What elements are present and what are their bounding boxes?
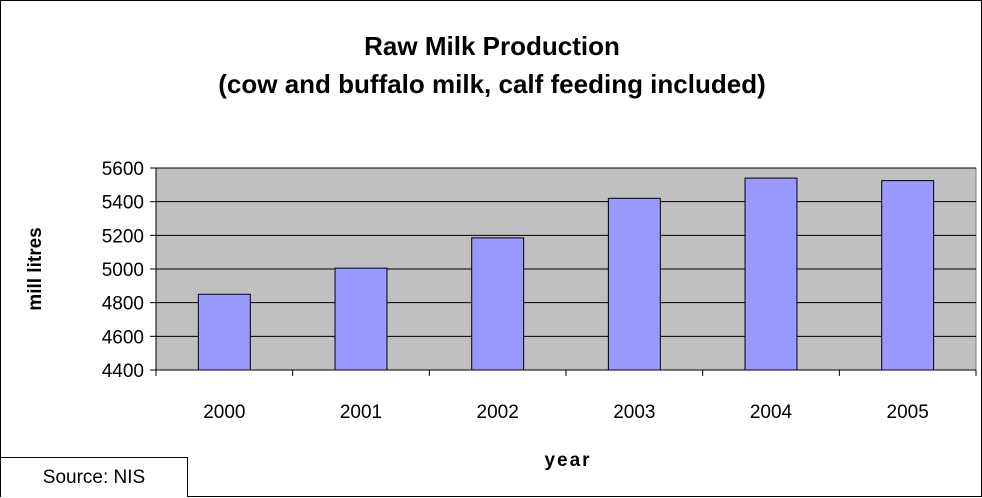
x-tick-label: 2002 [477, 402, 519, 423]
y-tick-label: 4800 [102, 294, 144, 315]
bar [881, 180, 935, 371]
y-tick-label: 5600 [102, 159, 144, 180]
y-tick-label: 5400 [102, 193, 144, 214]
plot-area: 4400 4600 4800 5000 5200 5400 5600 2000 2001 2002… [102, 159, 977, 423]
x-tick-label: 2005 [887, 402, 929, 423]
x-axis-label: year [544, 450, 591, 471]
x-tick-label: 2004 [750, 402, 793, 423]
bar [471, 237, 525, 371]
bar [334, 267, 388, 371]
chart-subtitle: (cow and buffalo milk, calf feeding incl… [218, 69, 766, 99]
x-tick-label: 2003 [613, 402, 655, 423]
chart-title-block: Raw Milk Production (cow and buffalo mil… [1, 27, 982, 103]
y-tick-label: 5200 [102, 226, 144, 247]
y-tick-label: 4400 [102, 361, 144, 382]
y-tick-label: 4600 [102, 327, 144, 348]
x-tick-label: 2000 [203, 402, 245, 423]
x-tick-label: 2001 [340, 402, 382, 423]
y-tick-label: 5000 [102, 260, 144, 281]
source-note: Source: NIS [1, 457, 188, 497]
chart-title: Raw Milk Production [364, 31, 620, 61]
bar [197, 293, 251, 371]
bar [744, 177, 798, 371]
y-axis-label: mill litres [25, 227, 46, 310]
bar [607, 197, 661, 371]
